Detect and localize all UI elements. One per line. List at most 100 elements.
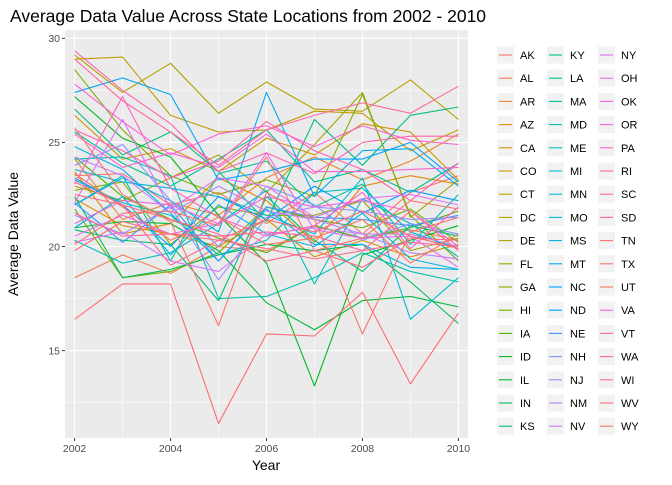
legend-label: TN (621, 236, 636, 248)
series-line-tx (74, 156, 459, 252)
legend-label: KY (570, 50, 585, 62)
legend-label: AK (520, 50, 535, 62)
legend-item-nh: NH (547, 348, 586, 366)
y-tick-label: 15 (48, 345, 60, 357)
legend-item-fl: FL (497, 255, 533, 273)
legend-label: MN (570, 189, 587, 201)
legend-label: NM (570, 398, 587, 410)
legend-item-mo: MO (547, 208, 588, 226)
series-line-ri (74, 121, 459, 202)
legend-label: NY (621, 50, 637, 62)
legend-label: HI (520, 305, 531, 317)
legend-label: MA (570, 96, 587, 108)
legend-item-ok: OK (598, 92, 638, 110)
legend-label: MT (570, 259, 586, 271)
legend-item-ct: CT (497, 185, 535, 203)
legend-item-vt: VT (598, 324, 635, 342)
legend-label: OH (621, 73, 638, 85)
legend-item-sd: SD (598, 208, 636, 226)
legend-label: WY (621, 421, 639, 433)
legend-label: NE (570, 328, 585, 340)
series-line-nv (74, 227, 459, 273)
legend-item-ca: CA (497, 139, 536, 157)
series-line-il (74, 220, 459, 331)
legend-item-md: MD (547, 116, 587, 134)
legend-item-ar: AR (497, 92, 535, 110)
series-lines (74, 50, 459, 424)
legend-label: IL (520, 375, 529, 387)
legend-label: MD (570, 120, 587, 132)
legend-item-ga: GA (497, 278, 537, 296)
series-line-ny (74, 118, 459, 218)
series-line-mt (74, 91, 459, 233)
legend-label: WI (621, 375, 634, 387)
series-line-ut (74, 173, 459, 264)
legend-item-mi: MI (547, 162, 582, 180)
legend-item-az: AZ (497, 116, 534, 134)
legend-label: GA (520, 282, 537, 294)
legend-label: RI (621, 166, 632, 178)
legend-label: DE (520, 236, 535, 248)
legend-item-ks: KS (497, 417, 535, 435)
legend-label: CT (520, 189, 535, 201)
legend-item-oh: OH (598, 69, 638, 87)
series-line-dc (74, 54, 459, 120)
legend-item-or: OR (598, 116, 638, 134)
legend-label: PA (621, 143, 636, 155)
legend-item-nc: NC (547, 278, 586, 296)
series-line-co (74, 114, 459, 181)
legend-item-va: VA (598, 301, 636, 319)
series-line-or (74, 133, 459, 173)
legend-label: KS (520, 421, 535, 433)
x-tick-label: 2006 (255, 443, 279, 455)
y-axis: 15 20 25 30 (48, 33, 65, 357)
legend-label: UT (621, 282, 636, 294)
series-line-ky (74, 106, 459, 223)
legend: AK AL AR AZ CA CO CT DC DE FL GA HI IA ID IL IN KS KY LA MA… (497, 46, 639, 435)
legend-item-in: IN (497, 394, 531, 412)
legend-item-il: IL (497, 371, 529, 389)
legend-label: DC (520, 212, 536, 224)
legend-item-ri: RI (598, 162, 632, 180)
legend-label: NV (570, 421, 586, 433)
legend-label: NC (570, 282, 586, 294)
series-line-wa (74, 58, 459, 166)
series-line-me (74, 189, 459, 285)
legend-item-wa: WA (598, 348, 639, 366)
legend-label: NJ (570, 375, 583, 387)
legend-item-mn: MN (547, 185, 587, 203)
legend-item-nj: NJ (547, 371, 583, 389)
legend-label: VT (621, 328, 635, 340)
legend-label: OR (621, 120, 638, 132)
legend-item-hi: HI (497, 301, 531, 319)
y-axis-label: Average Data Value (5, 172, 21, 296)
series-line-va (74, 83, 459, 156)
legend-label: SC (621, 189, 636, 201)
legend-label: MO (570, 212, 588, 224)
x-axis: 2002 2004 2006 2008 2010 (63, 438, 470, 455)
legend-label: AZ (520, 120, 534, 132)
series-line-mi (74, 179, 459, 256)
legend-item-me: ME (547, 139, 587, 157)
legend-label: ID (520, 352, 531, 364)
legend-item-nd: ND (547, 301, 586, 319)
x-tick-label: 2002 (63, 443, 87, 455)
legend-item-ky: KY (547, 46, 585, 64)
legend-label: SD (621, 212, 636, 224)
legend-item-wi: WI (598, 371, 634, 389)
legend-item-la: LA (547, 69, 584, 87)
series-line-ga (74, 69, 459, 262)
y-tick-label: 30 (48, 33, 60, 45)
legend-item-al: AL (497, 69, 533, 87)
legend-item-ut: UT (598, 278, 636, 296)
legend-item-pa: PA (598, 139, 636, 157)
legend-item-ia: IA (497, 324, 531, 342)
legend-label: FL (520, 259, 533, 271)
legend-label: OK (621, 96, 638, 108)
legend-item-ms: MS (547, 232, 587, 250)
legend-item-ny: NY (598, 46, 637, 64)
legend-item-tn: TN (598, 232, 636, 250)
x-tick-label: 2010 (447, 443, 471, 455)
